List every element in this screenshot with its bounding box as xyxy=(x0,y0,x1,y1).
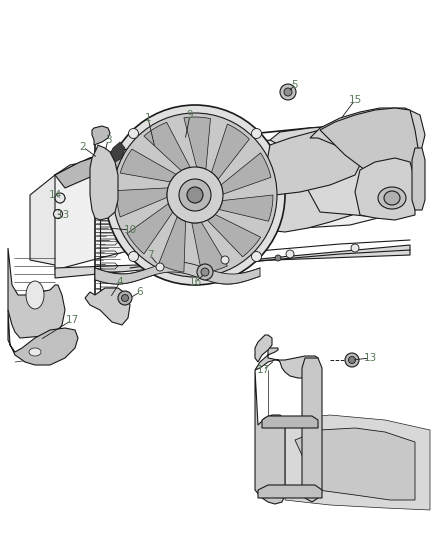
Text: 14: 14 xyxy=(48,190,62,200)
Circle shape xyxy=(118,291,132,305)
Polygon shape xyxy=(355,158,415,220)
Polygon shape xyxy=(92,126,110,145)
Circle shape xyxy=(275,255,281,261)
Polygon shape xyxy=(55,148,155,188)
Polygon shape xyxy=(212,124,249,179)
Circle shape xyxy=(280,84,296,100)
Circle shape xyxy=(187,187,203,203)
Circle shape xyxy=(201,268,209,276)
Text: 13: 13 xyxy=(364,353,377,363)
Circle shape xyxy=(179,179,211,211)
Polygon shape xyxy=(221,153,271,194)
Polygon shape xyxy=(120,149,176,182)
Polygon shape xyxy=(270,125,410,218)
Polygon shape xyxy=(295,428,415,500)
Polygon shape xyxy=(85,288,130,325)
Circle shape xyxy=(284,88,292,96)
Ellipse shape xyxy=(384,191,400,205)
Polygon shape xyxy=(219,195,273,221)
Text: 2: 2 xyxy=(80,142,86,152)
Polygon shape xyxy=(255,335,272,362)
Polygon shape xyxy=(8,310,78,365)
Text: 13: 13 xyxy=(57,210,70,220)
Polygon shape xyxy=(108,142,125,162)
Circle shape xyxy=(121,295,128,302)
Polygon shape xyxy=(302,358,322,502)
Ellipse shape xyxy=(26,281,44,309)
Circle shape xyxy=(53,209,63,219)
Polygon shape xyxy=(55,140,410,270)
Ellipse shape xyxy=(29,348,41,356)
Text: 15: 15 xyxy=(348,95,362,105)
Circle shape xyxy=(286,250,294,258)
Polygon shape xyxy=(30,130,410,265)
Circle shape xyxy=(349,357,356,364)
Polygon shape xyxy=(207,214,261,257)
Polygon shape xyxy=(90,145,118,220)
Polygon shape xyxy=(117,188,168,217)
Polygon shape xyxy=(144,122,190,171)
Text: 4: 4 xyxy=(117,277,124,287)
Circle shape xyxy=(128,128,138,139)
Circle shape xyxy=(221,256,229,264)
Polygon shape xyxy=(285,415,430,510)
Circle shape xyxy=(128,252,138,262)
Text: 3: 3 xyxy=(105,135,111,145)
Circle shape xyxy=(251,128,261,139)
Text: 1: 1 xyxy=(145,113,151,123)
Circle shape xyxy=(197,264,213,280)
Polygon shape xyxy=(412,148,425,210)
Polygon shape xyxy=(255,158,380,232)
Text: 6: 6 xyxy=(137,287,143,297)
Text: 17: 17 xyxy=(256,365,270,375)
Polygon shape xyxy=(184,117,211,169)
Polygon shape xyxy=(258,485,322,498)
Circle shape xyxy=(105,105,285,285)
Text: 10: 10 xyxy=(124,225,137,235)
Circle shape xyxy=(55,193,65,203)
Text: 16: 16 xyxy=(188,277,201,287)
Polygon shape xyxy=(265,128,365,195)
Polygon shape xyxy=(8,248,65,338)
Circle shape xyxy=(351,244,359,252)
Polygon shape xyxy=(310,108,425,175)
Circle shape xyxy=(345,353,359,367)
Circle shape xyxy=(167,167,223,223)
Polygon shape xyxy=(255,348,318,378)
Text: 9: 9 xyxy=(187,110,193,120)
Polygon shape xyxy=(55,245,410,278)
Polygon shape xyxy=(262,416,318,428)
Circle shape xyxy=(113,113,277,277)
Polygon shape xyxy=(159,217,186,272)
Circle shape xyxy=(156,263,164,271)
Polygon shape xyxy=(320,108,420,185)
Polygon shape xyxy=(95,262,260,284)
Polygon shape xyxy=(255,370,285,504)
Polygon shape xyxy=(127,204,173,254)
Text: 17: 17 xyxy=(65,315,79,325)
Circle shape xyxy=(251,252,261,262)
Polygon shape xyxy=(192,222,227,273)
Ellipse shape xyxy=(378,187,406,209)
Text: 7: 7 xyxy=(147,250,153,260)
Text: 5: 5 xyxy=(292,80,298,90)
